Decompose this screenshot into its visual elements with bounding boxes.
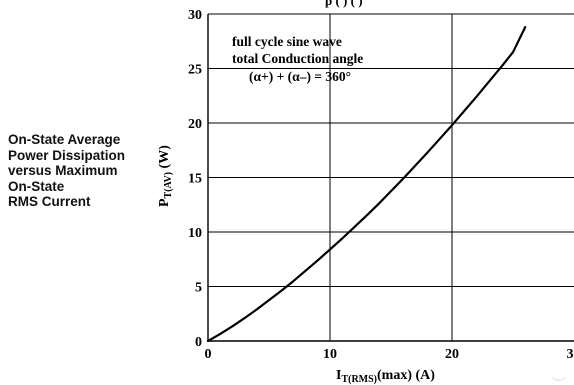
y-tick-label: 0 <box>195 335 202 350</box>
y-tick-label: 25 <box>188 63 202 78</box>
chart-annotation: full cycle sine wave total Conduction an… <box>232 34 363 84</box>
series-layer <box>206 26 527 343</box>
annotation-line-1: full cycle sine wave <box>232 34 342 49</box>
watermark-mark <box>550 369 568 381</box>
top-label-fragment: p ( ) ( ) <box>325 0 363 8</box>
chart-side-caption: On-State Average Power Dissipation versu… <box>8 132 158 210</box>
caption-line: Power Dissipation <box>8 147 126 163</box>
y-axis-label: PT(AV) (W) <box>157 145 174 207</box>
tick-labels: 0 5 10 15 20 25 30 0 10 20 3 <box>188 8 574 362</box>
y-tick-label: 30 <box>188 8 202 23</box>
caption-line: versus Maximum <box>8 163 118 178</box>
power-curve-line <box>206 26 527 343</box>
y-tick-label: 15 <box>188 172 202 187</box>
x-tick-label: 20 <box>445 347 459 362</box>
x-tick-label: 0 <box>205 347 212 362</box>
y-tick-label: 10 <box>188 226 202 241</box>
x-tick-label: 3 <box>567 347 574 362</box>
annotation-line-3: (α+) + (α–) = 360° <box>249 69 351 84</box>
caption-line: On-State <box>8 178 65 194</box>
grid-lines <box>207 13 574 342</box>
x-tick-label: 10 <box>323 347 337 362</box>
annotation-line-2: total Conduction angle <box>232 51 363 66</box>
y-tick-label: 5 <box>195 281 202 296</box>
y-tick-label: 20 <box>188 117 202 132</box>
caption-line: RMS Current <box>8 194 91 209</box>
x-axis-label: IT(RMS)(max) (A) <box>336 368 435 385</box>
caption-line: On-State Average <box>8 132 121 147</box>
